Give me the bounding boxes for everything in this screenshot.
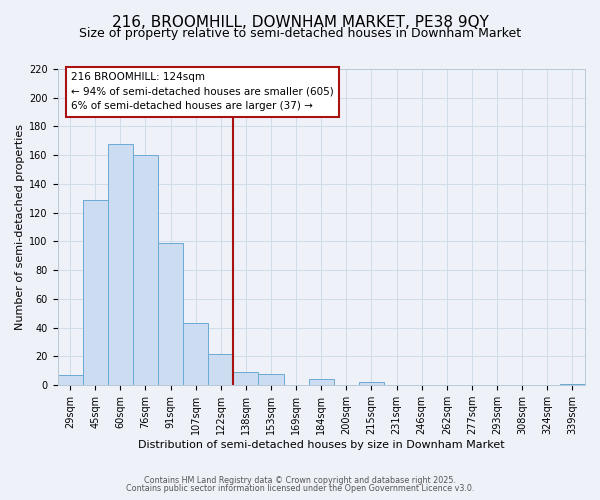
Text: 216, BROOMHILL, DOWNHAM MARKET, PE38 9QY: 216, BROOMHILL, DOWNHAM MARKET, PE38 9QY (112, 15, 488, 30)
Bar (158, 243, 183, 385)
Bar (560, 384, 585, 385)
Bar (183, 324, 208, 385)
Bar (108, 144, 133, 385)
Bar (233, 372, 259, 385)
X-axis label: Distribution of semi-detached houses by size in Downham Market: Distribution of semi-detached houses by … (138, 440, 505, 450)
Text: Contains public sector information licensed under the Open Government Licence v3: Contains public sector information licen… (126, 484, 474, 493)
Text: 216 BROOMHILL: 124sqm
← 94% of semi-detached houses are smaller (605)
6% of semi: 216 BROOMHILL: 124sqm ← 94% of semi-deta… (71, 72, 334, 112)
Text: Contains HM Land Registry data © Crown copyright and database right 2025.: Contains HM Land Registry data © Crown c… (144, 476, 456, 485)
Bar (359, 382, 384, 385)
Bar (259, 374, 284, 385)
Text: Size of property relative to semi-detached houses in Downham Market: Size of property relative to semi-detach… (79, 28, 521, 40)
Bar (58, 375, 83, 385)
Bar (208, 354, 233, 385)
Bar (133, 155, 158, 385)
Y-axis label: Number of semi-detached properties: Number of semi-detached properties (15, 124, 25, 330)
Bar (308, 380, 334, 385)
Bar (83, 200, 108, 385)
